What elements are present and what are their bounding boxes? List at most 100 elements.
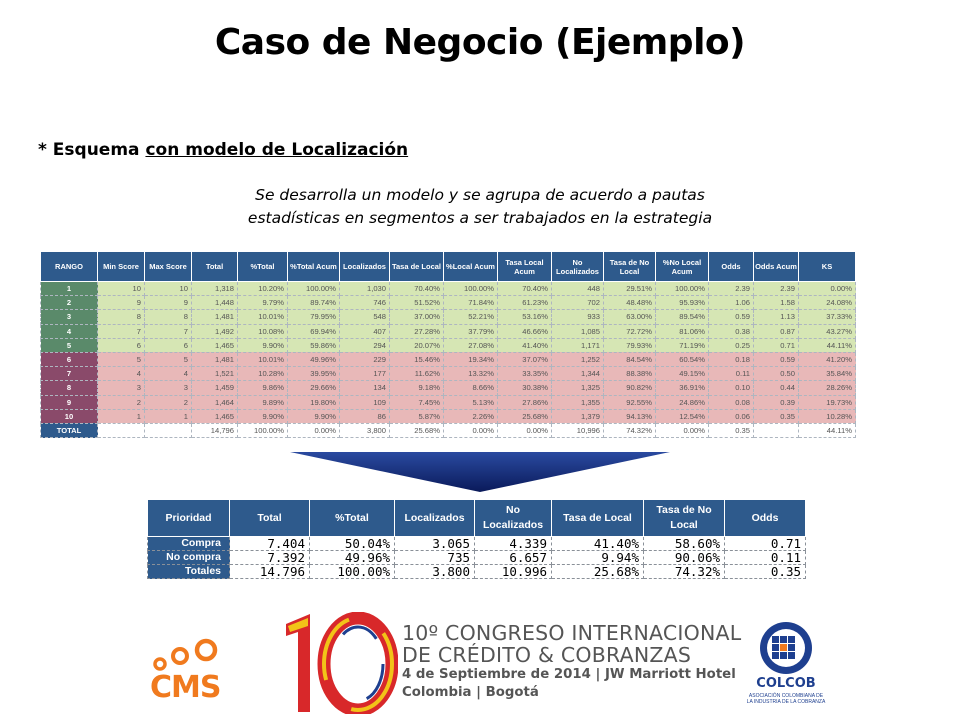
congress-line-2: DE CRÉDITO & COBRANZAS bbox=[402, 643, 692, 667]
table-cell: 448 bbox=[551, 280, 604, 297]
table-cell: 71.84% bbox=[443, 295, 498, 311]
table-cell: 74.32% bbox=[603, 422, 656, 439]
table-cell: 3.800 bbox=[394, 564, 475, 579]
table-cell: 84.54% bbox=[603, 351, 656, 368]
table-cell: 14,796 bbox=[191, 422, 238, 439]
table-cell: 70.40% bbox=[497, 280, 552, 297]
priority-col-header: Tasa de No Local bbox=[643, 499, 725, 537]
table-cell: 70.40% bbox=[389, 280, 444, 297]
table-cell: 25.68% bbox=[389, 422, 444, 439]
table-cell: 1,465 bbox=[191, 408, 238, 424]
table-cell: 43.27% bbox=[798, 323, 856, 339]
rango-cell: 7 bbox=[40, 366, 98, 382]
table-cell: 100.00% bbox=[443, 280, 498, 297]
segment-col-header: Max Score bbox=[144, 251, 192, 282]
table-cell: 1 bbox=[144, 408, 192, 424]
table-row: TOTAL 14,796 100.00% 0.00% 3,800 25.68% 0.00% 0… bbox=[40, 422, 856, 439]
table-cell: 27.08% bbox=[443, 337, 498, 353]
table-cell: 0.38 bbox=[708, 323, 754, 339]
table-cell: 6.657 bbox=[474, 550, 552, 565]
segment-col-header: Total bbox=[191, 251, 238, 282]
congress-10-logo-icon bbox=[286, 612, 398, 714]
table-cell: 79.95% bbox=[287, 309, 340, 325]
rango-cell: 10 bbox=[40, 408, 98, 424]
table-cell: 1,318 bbox=[191, 280, 238, 297]
table-cell: 3.065 bbox=[394, 536, 475, 551]
table-cell: 27.86% bbox=[497, 394, 552, 410]
segment-col-header: Tasa de Local bbox=[389, 251, 444, 282]
table-cell: 49.96% bbox=[309, 550, 395, 565]
table-cell: 100.00% bbox=[655, 280, 709, 297]
priority-col-header: Prioridad bbox=[147, 499, 230, 537]
table-cell: 735 bbox=[394, 550, 475, 565]
table-cell: 30.38% bbox=[497, 380, 552, 396]
table-cell: 0.00% bbox=[655, 422, 709, 439]
segment-col-header: Odds bbox=[708, 251, 754, 282]
table-cell: 0.00% bbox=[497, 422, 552, 439]
segment-col-header: %Total bbox=[237, 251, 288, 282]
segment-table-header: RANGO Min Score Max Score Total %Total %Total… bbox=[40, 251, 856, 282]
table-cell: 0.59 bbox=[753, 351, 799, 368]
table-cell: 35.84% bbox=[798, 366, 856, 382]
table-cell: 0.00% bbox=[798, 280, 856, 297]
table-cell: 6 bbox=[144, 337, 192, 353]
segment-col-header: Odds Acum bbox=[753, 251, 799, 282]
table-cell: 5.13% bbox=[443, 394, 498, 410]
table-cell: 71.19% bbox=[655, 337, 709, 353]
table-cell: 19.80% bbox=[287, 394, 340, 410]
table-cell: 3 bbox=[97, 380, 145, 396]
table-cell: 9.18% bbox=[389, 380, 444, 396]
table-cell: 95.93% bbox=[655, 295, 709, 311]
table-cell: 44.11% bbox=[798, 422, 856, 439]
table-cell: 41.40% bbox=[551, 536, 644, 551]
table-cell: 9.89% bbox=[237, 394, 288, 410]
table-cell: 7.392 bbox=[229, 550, 310, 565]
table-cell: 1,481 bbox=[191, 309, 238, 325]
congress-line-1: 10º CONGRESO INTERNACIONAL bbox=[402, 621, 742, 645]
table-cell: 0.25 bbox=[708, 337, 754, 353]
table-cell: 39.95% bbox=[287, 366, 340, 382]
table-cell: 10.01% bbox=[237, 351, 288, 368]
rango-cell: 9 bbox=[40, 394, 98, 410]
table-row: 1 10 10 1,318 10.20% 100.00% 1,030 70.40% 100.00… bbox=[40, 280, 856, 297]
table-cell: 11.62% bbox=[389, 366, 444, 382]
table-cell: 53.16% bbox=[497, 309, 552, 325]
table-cell: 2 bbox=[144, 394, 192, 410]
table-cell: 1,464 bbox=[191, 394, 238, 410]
priority-col-header: Odds bbox=[724, 499, 806, 537]
table-cell: 10.28% bbox=[237, 366, 288, 382]
table-cell: 10.20% bbox=[237, 280, 288, 297]
table-cell: 9 bbox=[144, 295, 192, 311]
table-cell: 2 bbox=[97, 394, 145, 410]
table-cell: 1,521 bbox=[191, 366, 238, 382]
table-cell: 33.35% bbox=[497, 366, 552, 382]
table-cell: 1.58 bbox=[753, 295, 799, 311]
table-cell: 3 bbox=[144, 380, 192, 396]
table-row: 9 2 2 1,464 9.89% 19.80% 109 7.45% 5.13% 27.86% 1,… bbox=[40, 394, 856, 410]
table-cell: 25.68% bbox=[551, 564, 644, 579]
table-row: 2 9 9 1,448 9.79% 89.74% 746 51.52% 71.84% 61.23%… bbox=[40, 295, 856, 311]
table-cell: 2.39 bbox=[753, 280, 799, 297]
table-cell: 2.26% bbox=[443, 408, 498, 424]
table-cell: 51.52% bbox=[389, 295, 444, 311]
table-cell: 20.07% bbox=[389, 337, 444, 353]
table-cell: 48.48% bbox=[603, 295, 656, 311]
table-cell: 1,355 bbox=[551, 394, 604, 410]
table-cell: 9.79% bbox=[237, 295, 288, 311]
table-cell: 61.23% bbox=[497, 295, 552, 311]
table-row: 5 6 6 1,465 9.90% 59.86% 294 20.07% 27.08% 41.40%… bbox=[40, 337, 856, 353]
segment-col-header: Localizados bbox=[339, 251, 390, 282]
table-cell: 37.79% bbox=[443, 323, 498, 339]
table-cell: 0.18 bbox=[708, 351, 754, 368]
rango-cell: 5 bbox=[40, 337, 98, 353]
table-cell: 10 bbox=[144, 280, 192, 297]
table-cell: 52.21% bbox=[443, 309, 498, 325]
table-cell: 74.32% bbox=[643, 564, 725, 579]
table-cell: 0.11 bbox=[724, 550, 806, 565]
table-cell: 1.13 bbox=[753, 309, 799, 325]
table-cell bbox=[97, 422, 145, 439]
table-cell: 0.08 bbox=[708, 394, 754, 410]
table-cell: 37.00% bbox=[389, 309, 444, 325]
table-cell: 19.34% bbox=[443, 351, 498, 368]
table-cell: 0.50 bbox=[753, 366, 799, 382]
